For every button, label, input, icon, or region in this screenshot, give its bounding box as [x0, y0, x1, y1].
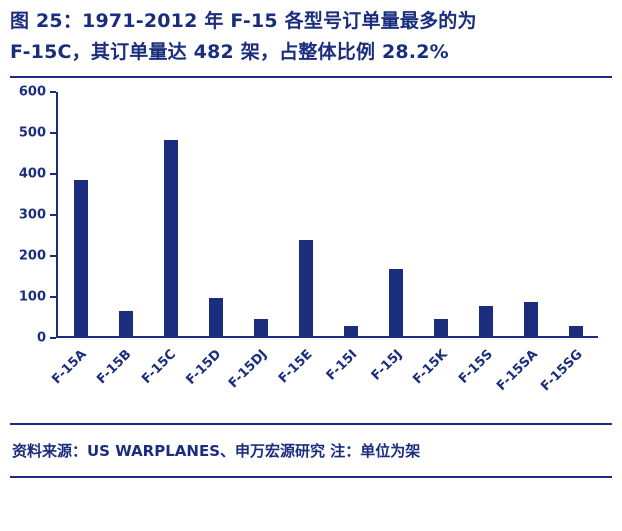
bar-slot	[148, 92, 193, 336]
x-label-f-15e: F-15E	[275, 346, 316, 387]
bar-f-15s	[478, 306, 493, 336]
x-axis-labels: F-15A F-15B F-15C F-15D F-15DJ F-15E F-15I F-15…	[49, 338, 598, 416]
bar-f-15c	[163, 139, 178, 336]
x-slot: F-15I	[323, 338, 372, 416]
divider-source-top	[10, 422, 612, 425]
y-tick-label: 600	[18, 84, 46, 100]
x-label-f-15c: F-15C	[139, 346, 180, 387]
divider-top	[10, 75, 612, 78]
bar-slot	[553, 92, 598, 336]
bar-slot	[418, 92, 463, 336]
plot-column: F-15A F-15B F-15C F-15D F-15DJ F-15E F-15I F-15…	[49, 91, 598, 416]
bar-slot	[373, 92, 418, 336]
y-tick-mark	[50, 172, 56, 175]
bar-slot	[58, 92, 103, 336]
x-label-f-15a: F-15A	[48, 346, 90, 388]
divider-bottom	[10, 476, 612, 479]
bar-slot	[508, 92, 553, 336]
y-tick-label: 400	[18, 166, 46, 182]
y-tick-mark	[50, 90, 56, 93]
figure-title-line1: 图 25：1971-2012 年 F-15 各型号订单量最多的为	[10, 10, 477, 32]
y-tick-label: 200	[18, 248, 46, 264]
x-label-f-15s: F-15S	[455, 346, 496, 387]
x-slot: F-15SG	[539, 338, 598, 416]
bar-slot	[283, 92, 328, 336]
bar-f-15sa	[523, 301, 538, 336]
bar-f-15sg	[568, 325, 583, 336]
y-axis: 0 100 200 300 400 500 600	[10, 84, 56, 345]
y-tick-mark	[50, 295, 56, 298]
bar-f-15e	[298, 239, 313, 336]
x-slot: F-15DJ	[226, 338, 282, 416]
y-tick-mark	[50, 254, 56, 257]
bar-slot	[463, 92, 508, 336]
bar-f-15b	[118, 310, 133, 336]
bar-f-15k	[433, 319, 448, 336]
bar-f-15dj	[253, 318, 268, 336]
bar-f-15a	[73, 179, 88, 336]
bar-slot	[328, 92, 373, 336]
bar-slot	[103, 92, 148, 336]
source-note: 资料来源：US WARPLANES、申万宏源研究 注：单位为架	[12, 441, 421, 460]
plot-area	[56, 91, 598, 338]
y-tick-mark	[50, 213, 56, 216]
bar-f-15i	[343, 325, 358, 336]
x-slot: F-15E	[276, 338, 327, 416]
y-tick-mark	[50, 131, 56, 134]
y-tick-label: 300	[18, 207, 46, 223]
x-label-f-15j: F-15J	[368, 346, 406, 384]
bar-slot	[238, 92, 283, 336]
bar-f-15j	[388, 268, 403, 336]
bar-slot	[193, 92, 238, 336]
y-tick-label: 100	[18, 289, 46, 305]
figure-title-line2: F-15C，其订单量达 482 架，占整体比例 28.2%	[10, 41, 449, 64]
y-tick-mark	[50, 336, 56, 339]
bar-chart: 0 100 200 300 400 500 600 F-15A F-15B F-15C F-15D…	[10, 84, 612, 416]
x-label-f-15i: F-15I	[323, 346, 361, 384]
y-tick-label: 0	[36, 330, 46, 346]
bar-f-15d	[208, 298, 223, 336]
figure-title: 图 25：1971-2012 年 F-15 各型号订单量最多的为 F-15C，其…	[10, 6, 612, 69]
y-tick-label: 500	[18, 125, 46, 141]
